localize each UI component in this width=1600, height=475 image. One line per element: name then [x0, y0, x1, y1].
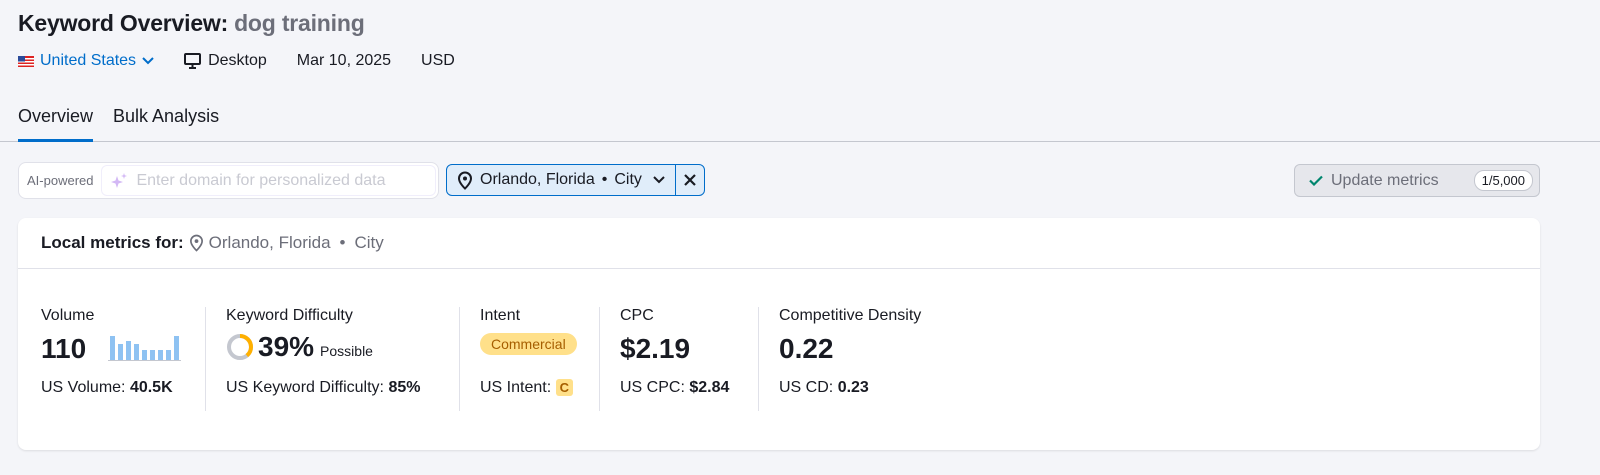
us-kd-value: 85% [388, 379, 421, 396]
us-intent-badge: C [555, 379, 573, 396]
volume-trend-bar [118, 344, 124, 360]
ai-powered-label: AI-powered [27, 173, 94, 188]
domain-placeholder: Enter domain for personalized data [136, 171, 386, 189]
us-cd-value: 0.23 [837, 379, 869, 396]
volume-trend-bar [142, 350, 148, 360]
metrics-row: Volume 110 US Volume: 40.5K Keyword Diff… [18, 269, 1540, 411]
update-label: Update metrics [1331, 171, 1439, 189]
us-volume-value: 40.5K [129, 379, 173, 396]
volume-label: Volume [41, 307, 95, 324]
location-type: City [614, 171, 642, 188]
metric-volume: Volume 110 US Volume: 40.5K [41, 307, 206, 411]
us-cd: US CD: 0.23 [779, 379, 869, 397]
kd-level: Possible [320, 343, 373, 359]
us-kd-label: US Keyword Difficulty: [226, 379, 384, 396]
volume-trend-bar [126, 340, 132, 360]
us-intent: US Intent: C [480, 379, 573, 397]
location-selector[interactable]: Orlando, Florida • City [447, 165, 676, 195]
card-location: Orlando, Florida • City [189, 233, 384, 253]
volume-trend-bar [150, 350, 156, 360]
title-label: Keyword Overview: [18, 10, 229, 36]
location-pin-icon [189, 234, 203, 252]
cd-value: 0.22 [779, 333, 834, 364]
kd-label: Keyword Difficulty [226, 307, 353, 324]
chevron-down-icon [142, 57, 154, 65]
update-count: 1/5,000 [1473, 170, 1533, 191]
check-icon [1309, 175, 1323, 186]
volume-trend-bar [166, 350, 172, 360]
metric-keyword-difficulty: Keyword Difficulty 39% Possible US Keywo… [226, 307, 460, 411]
update-metrics-button[interactable]: Update metrics 1/5,000 [1294, 164, 1540, 197]
us-volume: US Volume: 40.5K [41, 379, 173, 397]
tab-bulk-analysis[interactable]: Bulk Analysis [113, 106, 220, 126]
device-label: Desktop [208, 52, 267, 69]
clear-location-button[interactable] [676, 165, 704, 195]
local-metrics-card: Local metrics for: Orlando, Florida • Ci… [18, 218, 1540, 450]
volume-trend-bar [110, 336, 116, 360]
country-label: United States [40, 52, 137, 69]
volume-trend-bar [134, 344, 140, 360]
cpc-label: CPC [620, 307, 654, 324]
kd-value: 39% [258, 331, 315, 362]
separator: • [601, 171, 608, 188]
cpc-value: $2.19 [620, 333, 691, 364]
ai-domain-box: AI-powered Enter domain for personalized… [18, 162, 439, 199]
keyword: dog training [234, 10, 365, 36]
meta-bar: United States Desktop Mar 10, 2025 USD [18, 52, 455, 70]
location-filter: Orlando, Florida • City [446, 164, 705, 196]
close-icon [684, 174, 696, 186]
metric-cpc: CPC $2.19 US CPC: $2.84 [620, 307, 759, 411]
separator: • [339, 233, 346, 252]
currency: USD [421, 52, 455, 69]
volume-trend-bar [174, 336, 180, 360]
location-name: Orlando, Florida [480, 171, 595, 188]
volume-trend-chart [108, 335, 182, 361]
card-header: Local metrics for: Orlando, Florida • Ci… [18, 218, 1540, 269]
tabs: Overview Bulk Analysis [0, 100, 1600, 142]
intent-badge: Commercial [480, 333, 577, 355]
country-selector[interactable]: United States [18, 52, 154, 70]
card-heading: Local metrics for: [41, 233, 184, 252]
us-cpc: US CPC: $2.84 [620, 379, 729, 397]
us-cpc-label: US CPC: [620, 379, 685, 396]
us-kd: US Keyword Difficulty: 85% [226, 379, 420, 397]
us-intent-label: US Intent: [480, 379, 552, 396]
intent-label: Intent [480, 307, 521, 324]
volume-trend-bar [158, 350, 164, 360]
date: Mar 10, 2025 [296, 52, 392, 69]
desktop-icon [184, 53, 202, 69]
metric-competitive-density: Competitive Density 0.22 US CD: 0.23 [779, 307, 979, 411]
cd-label: Competitive Density [779, 307, 922, 324]
us-cpc-value: $2.84 [689, 379, 730, 396]
us-cd-label: US CD: [779, 379, 834, 396]
kd-ring-icon [227, 334, 253, 360]
device: Desktop [184, 52, 267, 70]
domain-input[interactable]: Enter domain for personalized data [101, 165, 436, 196]
page-title: Keyword Overview: dog training [18, 10, 365, 37]
location-pin-icon [457, 170, 473, 190]
us-volume-label: US Volume: [41, 379, 126, 396]
us-flag-icon [18, 55, 34, 67]
card-location-type: City [354, 233, 384, 252]
tab-overview[interactable]: Overview [18, 100, 94, 142]
card-location-name: Orlando, Florida [208, 233, 331, 252]
metric-intent: Intent Commercial US Intent: C [480, 307, 600, 411]
volume-value: 110 [41, 333, 87, 364]
sparkle-icon [111, 172, 128, 188]
chevron-down-icon [653, 176, 665, 184]
